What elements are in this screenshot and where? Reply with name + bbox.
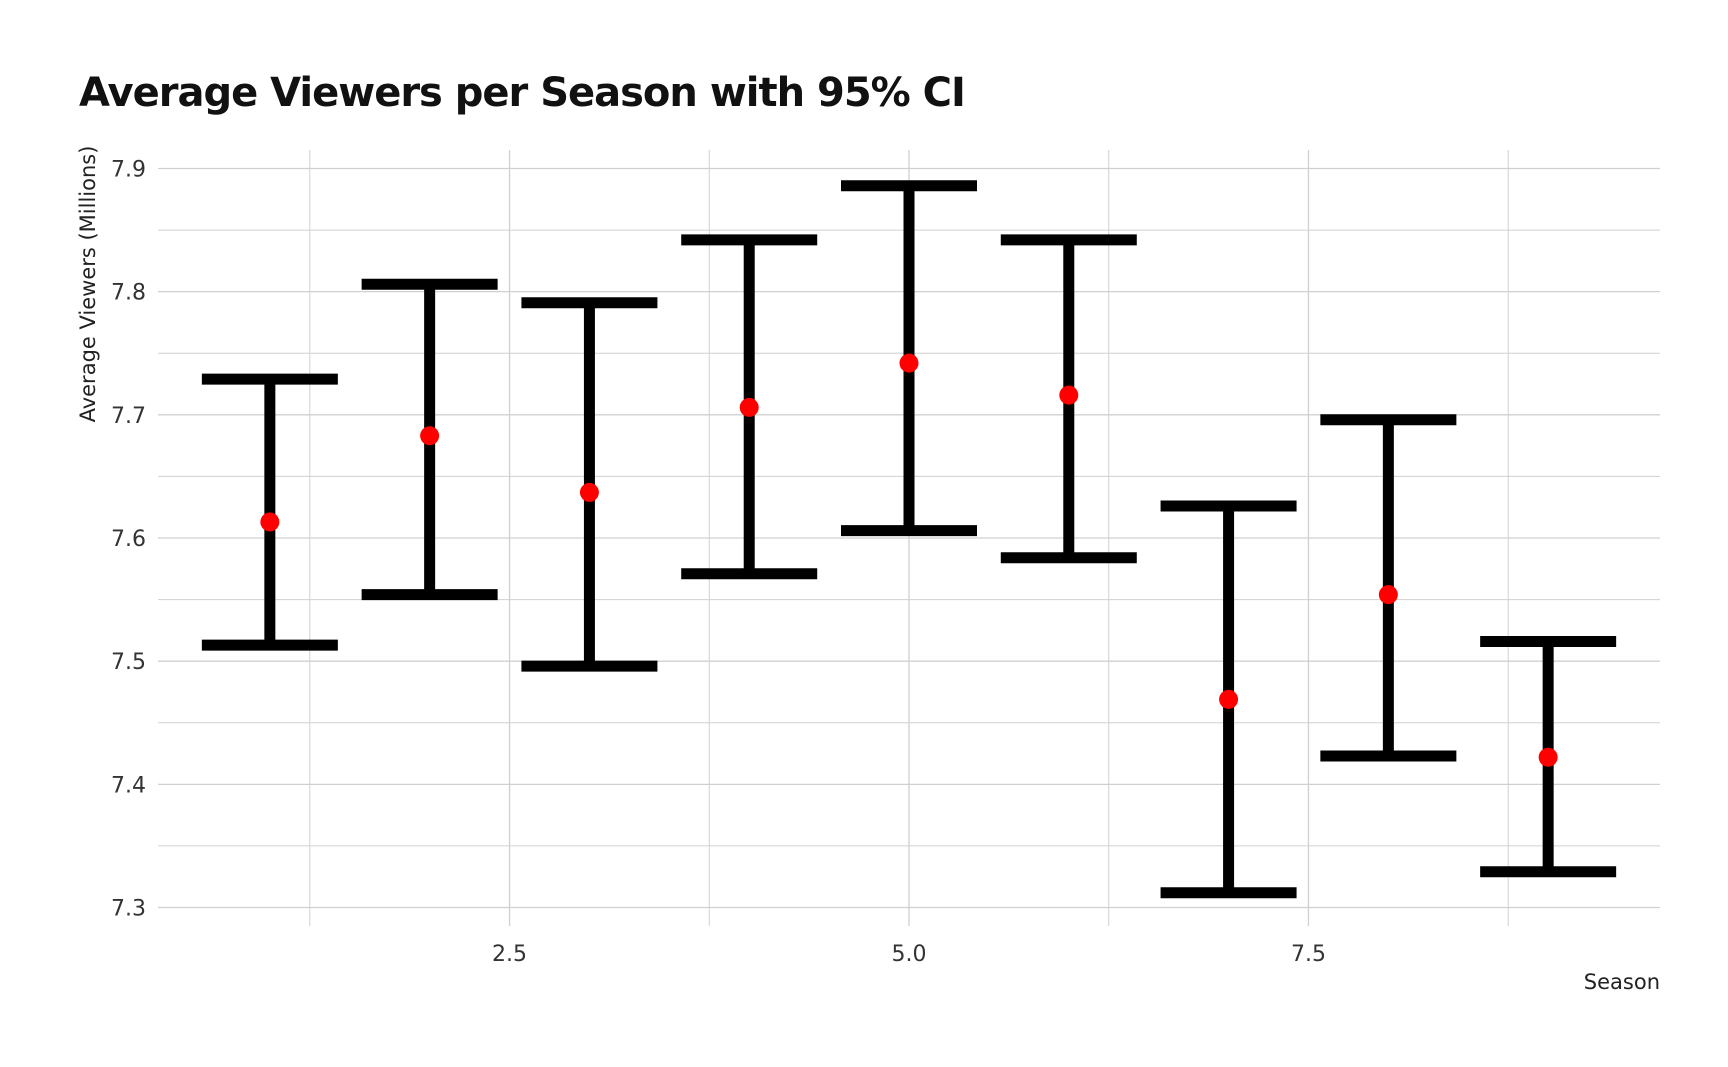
- y-axis-title: Average Viewers (Millions): [76, 146, 100, 423]
- errorbar-season-1: [201, 373, 338, 651]
- y-tick-label: 7.9: [111, 157, 146, 182]
- mean-point-season-9: [1538, 747, 1558, 767]
- mean-point-season-2: [420, 426, 440, 446]
- mean-point-season-4: [739, 397, 759, 417]
- axis-layer: 2.5 5.0 7.5 7.3 7.4 7.5 7.6 7.7 7.8 7.9: [111, 157, 1326, 967]
- mean-point-season-6: [1059, 385, 1079, 405]
- x-axis-title: Season: [1584, 970, 1660, 994]
- y-tick-label: 7.4: [111, 773, 146, 798]
- mean-point-season-8: [1378, 585, 1398, 605]
- y-tick-label: 7.5: [111, 650, 146, 675]
- chart-title: Average Viewers per Season with 95% CI: [79, 70, 966, 116]
- mean-point-season-5: [899, 353, 919, 373]
- x-tick-label: 5.0: [892, 942, 927, 967]
- y-tick-label: 7.6: [111, 527, 146, 552]
- mean-point-season-3: [579, 482, 599, 502]
- mean-point-season-1: [260, 512, 280, 532]
- mean-point-season-7: [1219, 689, 1239, 709]
- y-tick-label: 7.3: [111, 897, 146, 922]
- y-tick-label: 7.7: [111, 404, 146, 429]
- x-tick-label: 2.5: [492, 942, 527, 967]
- y-tick-label: 7.8: [111, 281, 146, 306]
- points-layer: [260, 353, 1558, 767]
- x-tick-label: 7.5: [1291, 942, 1326, 967]
